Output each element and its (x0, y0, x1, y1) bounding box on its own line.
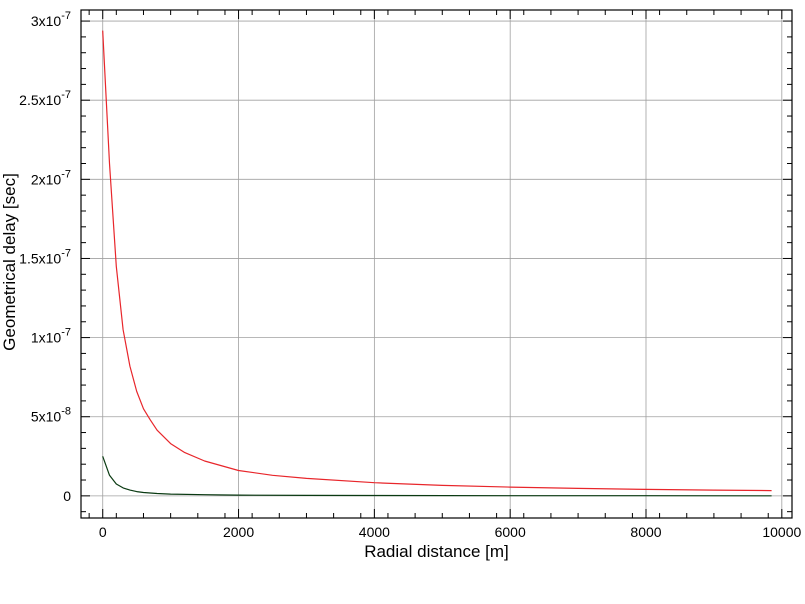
y-tick-label: 5x10-8 (31, 406, 71, 425)
series-lines (102, 30, 772, 497)
axis-ticks (81, 10, 792, 518)
plot-frame (80, 9, 793, 519)
x-tick-label: 10000 (762, 524, 801, 540)
x-tick-label: 8000 (630, 524, 661, 540)
y-tick-label: 1.5x10-7 (19, 247, 71, 266)
x-axis-label: Radial distance [m] (364, 542, 509, 561)
y-tick-label: 2x10-7 (31, 168, 71, 187)
y-tick-label: 0 (63, 488, 71, 504)
y-tick-labels: 0 5x10-8 1x10-7 1.5x10-7 2x10-7 2.5x10-7 3x10-… (19, 10, 71, 504)
y-axis-label: Geometrical delay [sec] (0, 173, 19, 351)
x-tick-labels: 0 2000 4000 6000 8000 10000 (99, 524, 802, 540)
x-tick-label: 6000 (495, 524, 526, 540)
y-tick-label: 3x10-7 (31, 10, 71, 29)
grid (81, 10, 792, 518)
y-tick-label: 2.5x10-7 (19, 89, 71, 108)
x-tick-label: 4000 (359, 524, 390, 540)
y-tick-label: 1x10-7 (31, 327, 71, 346)
x-tick-label: 0 (99, 524, 107, 540)
x-tick-label: 2000 (223, 524, 254, 540)
series-line-1 (102, 30, 772, 492)
series-line-2 (102, 456, 772, 497)
